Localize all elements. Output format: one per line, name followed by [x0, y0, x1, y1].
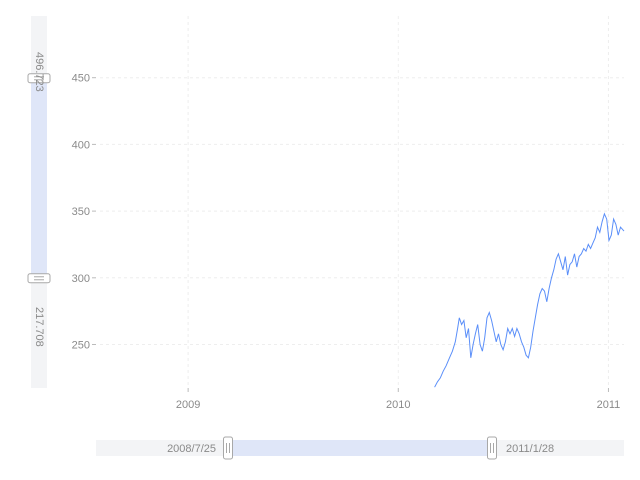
y-axis: 250 300 350 400 450: [72, 73, 96, 352]
y-slider-top-handle[interactable]: [27, 73, 51, 84]
y-tick-label: 400: [72, 139, 90, 151]
y-tick-label: 250: [72, 340, 90, 352]
y-slider-bottom-handle[interactable]: [27, 273, 51, 284]
x-tick-label: 2010: [386, 399, 410, 411]
series-line: [434, 212, 625, 388]
x-slider-right-handle[interactable]: [487, 436, 497, 460]
x-slider-left-handle[interactable]: [223, 436, 233, 460]
x-tick-label: 2011: [597, 399, 621, 411]
y-tick-label: 300: [72, 273, 90, 285]
x-zoom-slider[interactable]: 2008/7/25 2011/1/28: [96, 436, 624, 460]
x-slider-end-label: 2011/1/28: [506, 443, 554, 455]
x-tick-label: 2009: [176, 399, 200, 411]
y-slider-window[interactable]: [31, 78, 47, 279]
y-tick-label: 450: [72, 73, 90, 85]
grid: [100, 16, 624, 388]
y-slider-max-label: 496.723: [33, 52, 45, 92]
y-zoom-slider[interactable]: 496.723 217.708: [27, 16, 51, 388]
y-slider-min-label: 217.708: [33, 307, 45, 347]
x-slider-start-label: 2008/7/25: [167, 443, 216, 455]
x-slider-window[interactable]: [228, 440, 492, 456]
y-tick-label: 350: [72, 206, 90, 218]
x-axis: 2009 2010 2011: [176, 388, 620, 411]
